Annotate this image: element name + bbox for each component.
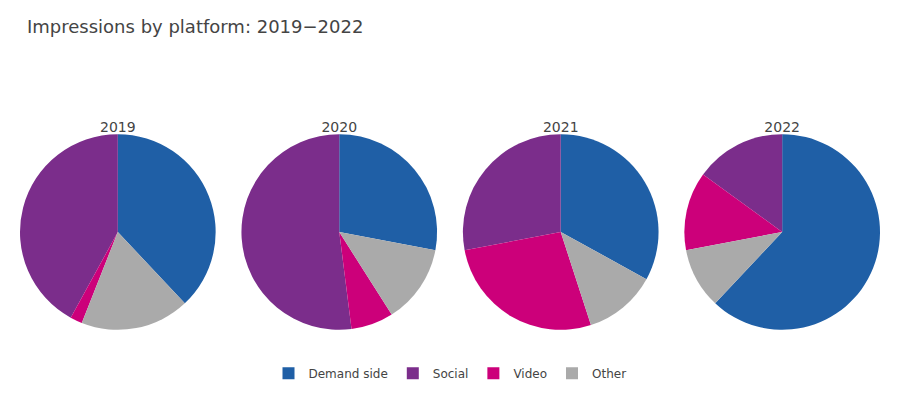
svg-text:Impressions by platform: 2019−: Impressions by platform: 2019−2022 — [27, 16, 363, 37]
svg-text:Other: Other — [592, 367, 626, 381]
svg-text:Demand side: Demand side — [309, 367, 388, 381]
svg-text:2022: 2022 — [764, 119, 800, 135]
svg-text:Video: Video — [513, 367, 547, 381]
svg-text:2020: 2020 — [321, 119, 357, 135]
svg-text:2019: 2019 — [100, 119, 136, 135]
svg-text:2021: 2021 — [543, 119, 579, 135]
svg-text:Social: Social — [433, 367, 469, 381]
